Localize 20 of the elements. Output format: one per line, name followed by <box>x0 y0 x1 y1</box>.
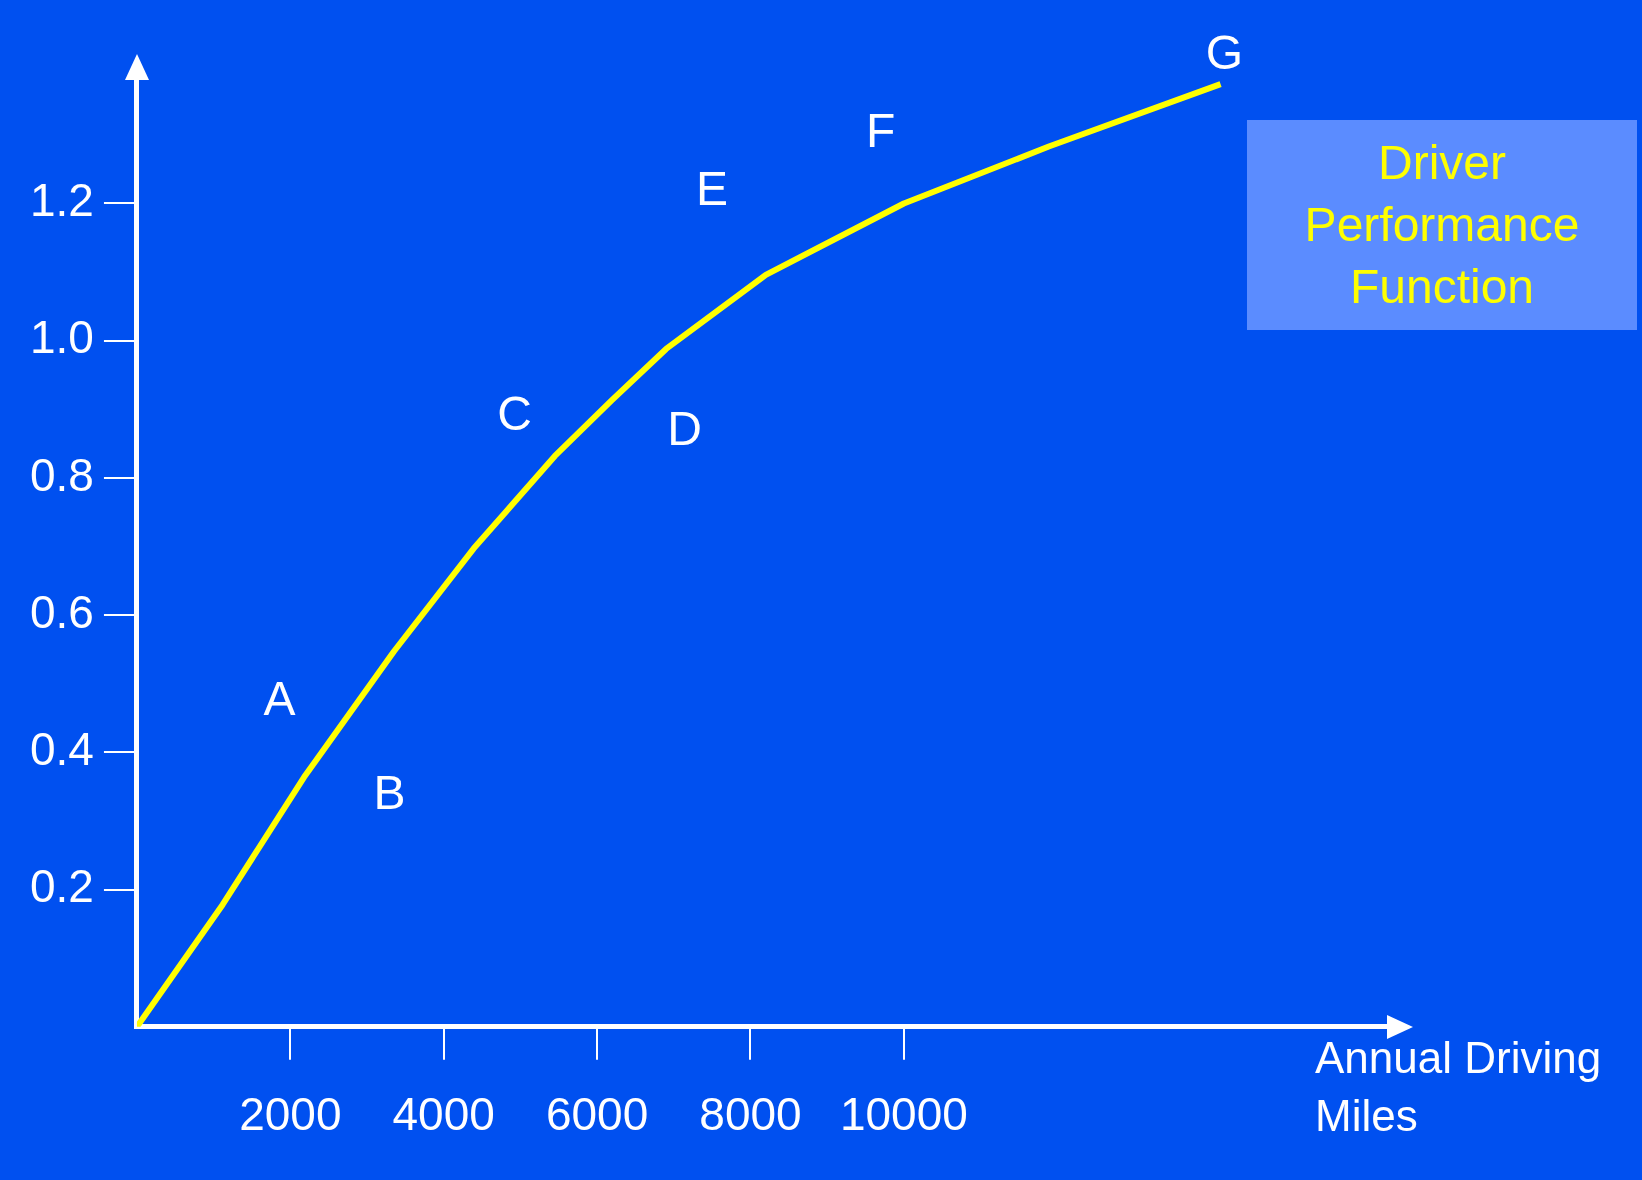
y-tick-label: 0.8 <box>29 448 94 501</box>
x-tick-label: 8000 <box>699 1088 802 1141</box>
x-tick-label: 4000 <box>392 1088 495 1141</box>
annotation: C <box>497 387 532 441</box>
x-tick-label: 2000 <box>239 1088 342 1141</box>
annotation: G <box>1205 26 1244 80</box>
x-tick-label: 6000 <box>545 1088 649 1141</box>
annotation: D <box>667 402 702 456</box>
x-axis-title: Annual Driving Miles <box>1315 1032 1602 1140</box>
annotation: A <box>263 672 296 726</box>
y-tick-label: 1.2 <box>29 174 94 227</box>
annotation: E <box>695 161 728 215</box>
y-tick-label: 0.2 <box>29 860 94 913</box>
text: Driver Performance Function <box>1247 120 1637 330</box>
y-tick-label: 1.0 <box>29 311 94 364</box>
y-tick-label: 0.6 <box>29 585 94 638</box>
annotation: F <box>866 104 896 158</box>
x-tick-label: 10000 <box>839 1088 968 1141</box>
y-tick-label: 0.4 <box>29 723 94 776</box>
annotation: B <box>373 766 406 820</box>
